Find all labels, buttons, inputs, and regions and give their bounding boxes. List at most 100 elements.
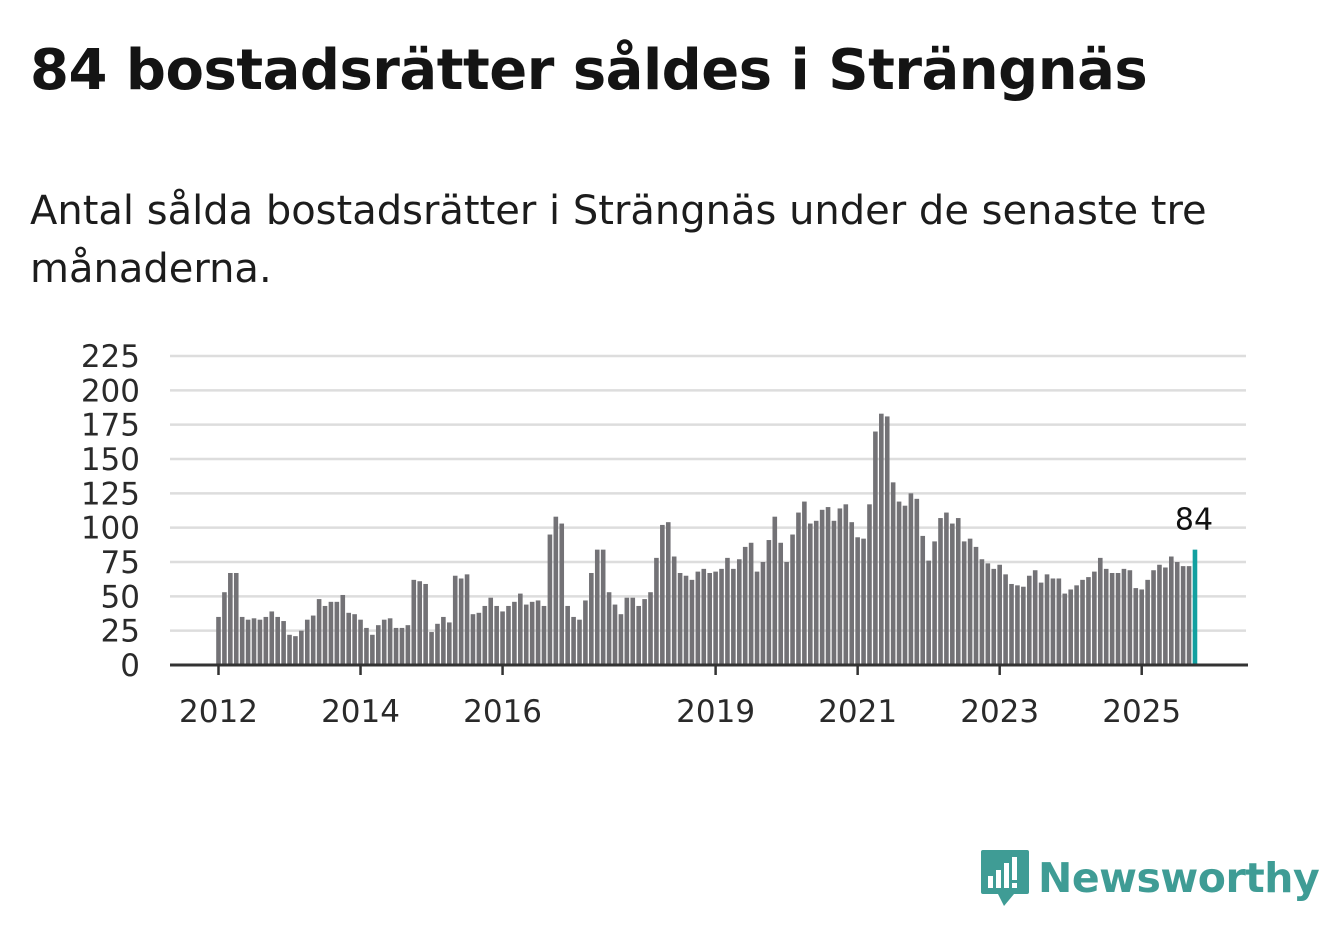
bar	[719, 568, 724, 665]
bar	[926, 560, 931, 665]
bar	[808, 523, 813, 665]
bar	[216, 616, 221, 665]
bar	[630, 597, 636, 665]
data-labels: 84	[1175, 503, 1213, 538]
bar	[1174, 562, 1180, 665]
bar	[731, 568, 736, 665]
bar-series	[216, 413, 1198, 665]
bar	[914, 498, 920, 665]
bar	[263, 616, 269, 665]
x-tick-label: 2016	[463, 694, 542, 730]
y-tick-label: 225	[81, 339, 140, 375]
bar	[476, 612, 482, 665]
bar	[778, 542, 784, 665]
bar	[1021, 586, 1026, 665]
bar	[1121, 568, 1127, 665]
bar	[742, 546, 748, 665]
bar	[328, 601, 334, 665]
y-tick-label: 50	[101, 579, 140, 615]
bar	[269, 611, 275, 665]
bar	[606, 592, 612, 665]
bar	[281, 621, 286, 665]
bar	[1032, 570, 1038, 665]
bar	[1086, 577, 1091, 665]
bar	[458, 578, 464, 665]
bar	[1115, 572, 1121, 665]
bar	[310, 615, 316, 665]
bar	[482, 605, 488, 665]
bar	[725, 557, 730, 665]
bar	[1180, 566, 1186, 665]
bar	[642, 599, 647, 665]
bar	[1038, 582, 1044, 665]
chart-subtitle: Antal sålda bostadsrätter i Strängnäs un…	[30, 188, 1207, 292]
bar	[790, 534, 795, 665]
bar	[796, 512, 801, 665]
x-axis: 2012 2014 2016 2019 2021 2023 2025	[170, 663, 1248, 730]
bar	[736, 559, 742, 665]
bar	[364, 627, 369, 665]
y-tick-label: 75	[101, 545, 140, 581]
bar	[695, 571, 701, 665]
bar	[1133, 588, 1139, 665]
bar	[837, 508, 843, 665]
bar	[1109, 572, 1115, 665]
bar	[1056, 578, 1062, 665]
bar	[973, 546, 979, 665]
bar	[571, 616, 576, 665]
bar	[648, 592, 653, 665]
bar	[654, 557, 659, 665]
bar	[1145, 579, 1150, 665]
bar	[920, 535, 926, 665]
bar	[405, 625, 411, 665]
bar	[707, 572, 712, 665]
y-tick-label: 125	[81, 476, 140, 512]
bar	[506, 605, 511, 665]
bar	[1068, 589, 1073, 665]
bar	[334, 601, 340, 665]
bar	[594, 549, 600, 665]
highlight-value-label: 84	[1175, 503, 1213, 538]
bar	[713, 571, 718, 665]
bar	[683, 575, 689, 665]
bar	[583, 600, 588, 665]
bar	[1050, 578, 1056, 665]
bar	[1192, 549, 1198, 665]
bar	[358, 619, 363, 665]
bar	[399, 627, 405, 665]
bar	[411, 579, 417, 665]
bar	[938, 518, 943, 665]
bar	[435, 623, 440, 665]
bar	[1009, 583, 1014, 665]
bar	[754, 571, 760, 665]
bar	[577, 619, 582, 665]
y-tick-label: 0	[120, 648, 140, 684]
bar	[760, 562, 766, 665]
y-tick-label: 200	[81, 373, 140, 409]
bar	[950, 523, 955, 665]
bar	[518, 593, 523, 665]
bar	[441, 616, 446, 665]
bar	[1080, 579, 1085, 665]
bar	[819, 509, 825, 665]
bar	[452, 575, 458, 665]
x-tick-label: 2025	[1102, 694, 1181, 730]
bar	[908, 493, 914, 665]
bar	[1015, 585, 1020, 665]
bar	[470, 614, 476, 665]
bar	[429, 632, 434, 665]
bar	[523, 604, 529, 665]
bar	[1169, 556, 1174, 665]
newsworthy-logo[interactable]: Newsworthy	[980, 848, 1320, 908]
bar	[932, 541, 937, 665]
bar	[1103, 568, 1109, 665]
bar	[997, 564, 1002, 665]
bar	[861, 538, 866, 665]
bar	[1127, 570, 1133, 665]
bar	[612, 604, 618, 665]
bar	[825, 507, 831, 665]
bar	[748, 542, 754, 665]
bar	[251, 618, 257, 665]
bar	[636, 605, 641, 665]
